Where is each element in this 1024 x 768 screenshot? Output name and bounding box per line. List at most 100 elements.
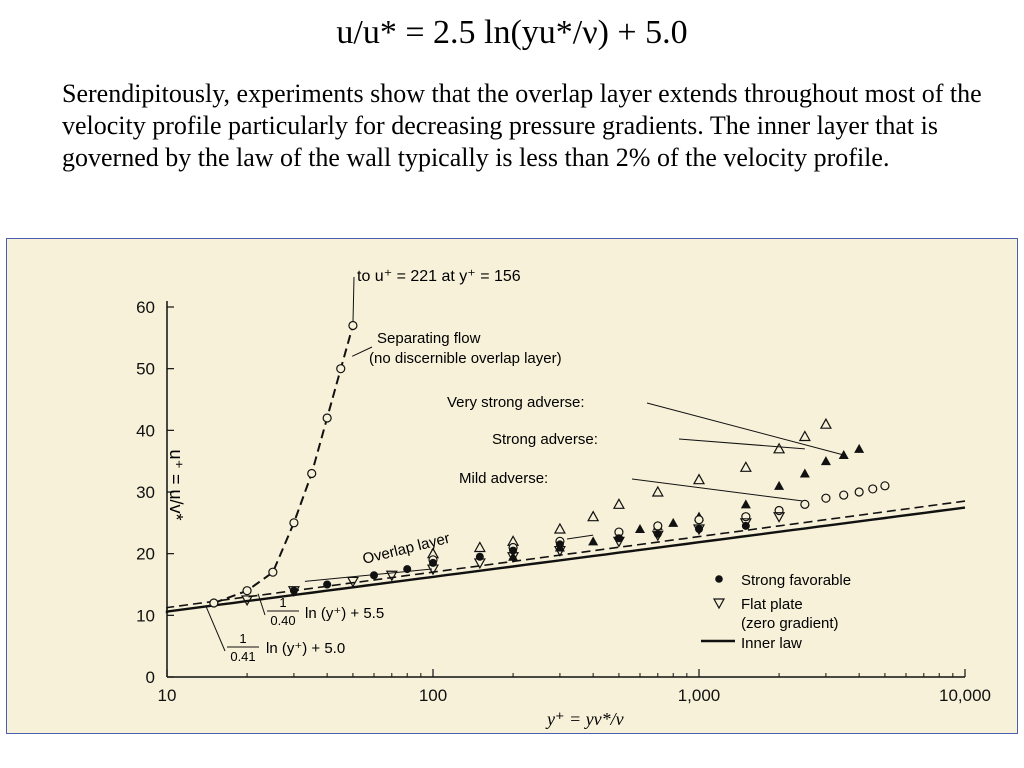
x-tick-label: 10 [158,686,177,705]
flat-plate-point [385,570,398,582]
strong-adverse-point [692,473,706,485]
legend-marker-flat-plate [712,598,726,610]
y-tick-label: 0 [146,668,155,687]
very-strong-adverse-point [634,524,645,533]
annotation-mild-adverse: Mild adverse: [459,470,548,487]
legend-label-strong-favorable: Strong favorable [741,572,851,589]
eq1-numerator: 1 [279,595,286,610]
annotation-top: to u⁺ = 221 at y⁺ = 156 [357,268,521,285]
legend-marker-strong-favorable [715,575,723,583]
eq1-denominator: 0.40 [270,613,295,628]
slide-title: u/u* = 2.5 ln(yu*/ν) + 5.0 [336,14,688,51]
strong-favorable-point [403,565,412,574]
y-tick-label: 50 [136,360,155,379]
eq1-rest: ln (y⁺) + 5.5 [305,605,384,622]
flat-plate-point [773,512,786,523]
y-tick-label: 10 [136,606,155,625]
annotation-leader [631,478,805,502]
separating-flow-point [209,598,219,608]
separating-flow-point [242,586,252,596]
annotation-leader [646,402,844,456]
mild-adverse-point [839,490,849,500]
x-tick-label: 1,000 [678,686,721,705]
log-law-dashed-line [166,500,966,610]
flat-plate-point [426,564,440,576]
separating-flow-curve [213,325,354,604]
eq2-leader [205,605,226,652]
legend-label-flat-plate: Flat plate [741,596,803,613]
flat-plate-point [287,586,300,597]
x-tick-label: 10,000 [939,686,991,705]
flat-plate-point [692,524,706,536]
strong-adverse-point [612,498,625,509]
legend-label-inner-law: Inner law [741,635,802,652]
annotation-leader [351,346,373,357]
very-strong-adverse-point [668,517,679,527]
mild-adverse-point [741,512,751,522]
eq1-leader [257,593,266,616]
strong-adverse-point [739,461,752,472]
inner-law-line [165,506,966,614]
annotation-overlap-layer: Overlap layer [361,530,452,568]
separating-flow-point [336,364,346,374]
annotation-strong-adverse: Strong adverse: [492,431,598,448]
mild-adverse-point [854,487,864,497]
strong-adverse-point [587,510,600,522]
y-axis-label: u⁺ = u/v* [166,449,186,520]
strong-adverse-point [773,442,786,454]
very-strong-adverse-point [508,551,519,561]
very-strong-adverse-point [799,468,810,478]
annotation-leader [304,568,433,582]
annotation-very-strong-adverse: Very strong adverse: [447,394,585,411]
very-strong-adverse-point [588,536,599,546]
eq2-numerator: 1 [239,631,246,646]
very-strong-adverse-point [820,456,831,466]
strong-favorable-point [369,571,378,580]
annotation-separating-line2: (no discernible overlap layer) [369,350,562,367]
legend-label-zero-gradient: (zero gradient) [741,615,839,632]
y-tick-label: 20 [136,545,155,564]
strong-favorable-point [475,552,484,561]
separating-flow-point [307,468,317,479]
x-tick-label: 100 [419,686,447,705]
separating-flow-point [348,320,358,331]
chart-figure: 0 10 20 30 40 50 60 10 100 1,000 10,000 u⁺ = u/v* … [6,238,1018,734]
separating-flow-point [268,567,278,577]
separating-flow-point [289,518,299,528]
flat-plate-point [507,552,520,563]
mild-adverse-point [868,484,878,494]
strong-adverse-point [798,430,811,442]
strong-favorable-point [509,546,518,555]
strong-adverse-point [473,541,486,553]
y-tick-label: 30 [136,483,155,502]
mild-adverse-point [694,515,704,525]
very-strong-adverse-point [774,480,785,490]
separating-flow-point [322,413,332,423]
annotation-leader [352,276,355,326]
flat-plate-point [346,576,359,588]
annotation-leader [566,534,594,540]
very-strong-adverse-point [740,499,751,509]
very-strong-adverse-point [854,443,865,453]
eq2-rest: ln (y⁺) + 5.0 [266,640,345,657]
annotation-leader [678,438,805,450]
strong-favorable-point [555,540,564,549]
strong-favorable-point [323,580,332,589]
mild-adverse-point [800,499,810,509]
mild-adverse-point [653,521,663,531]
strong-adverse-point [553,522,566,534]
y-tick-label: 60 [136,298,155,317]
mild-adverse-point [880,481,890,491]
very-strong-adverse-point [838,450,849,459]
flat-plate-point [473,558,486,570]
annotation-separating-line1: Separating flow [377,330,481,347]
mild-adverse-point [774,505,784,516]
legend: Strong favorable Flat plate (zero gradie… [701,572,851,652]
strong-adverse-point [819,417,832,429]
x-axis-label: y⁺ = yv*/ν [545,709,624,729]
flat-plate-point [241,595,254,607]
slide-body-text: Serendipitously, experiments show that t… [62,79,982,172]
eq2-denominator: 0.41 [230,649,255,664]
mild-adverse-point [821,493,831,503]
